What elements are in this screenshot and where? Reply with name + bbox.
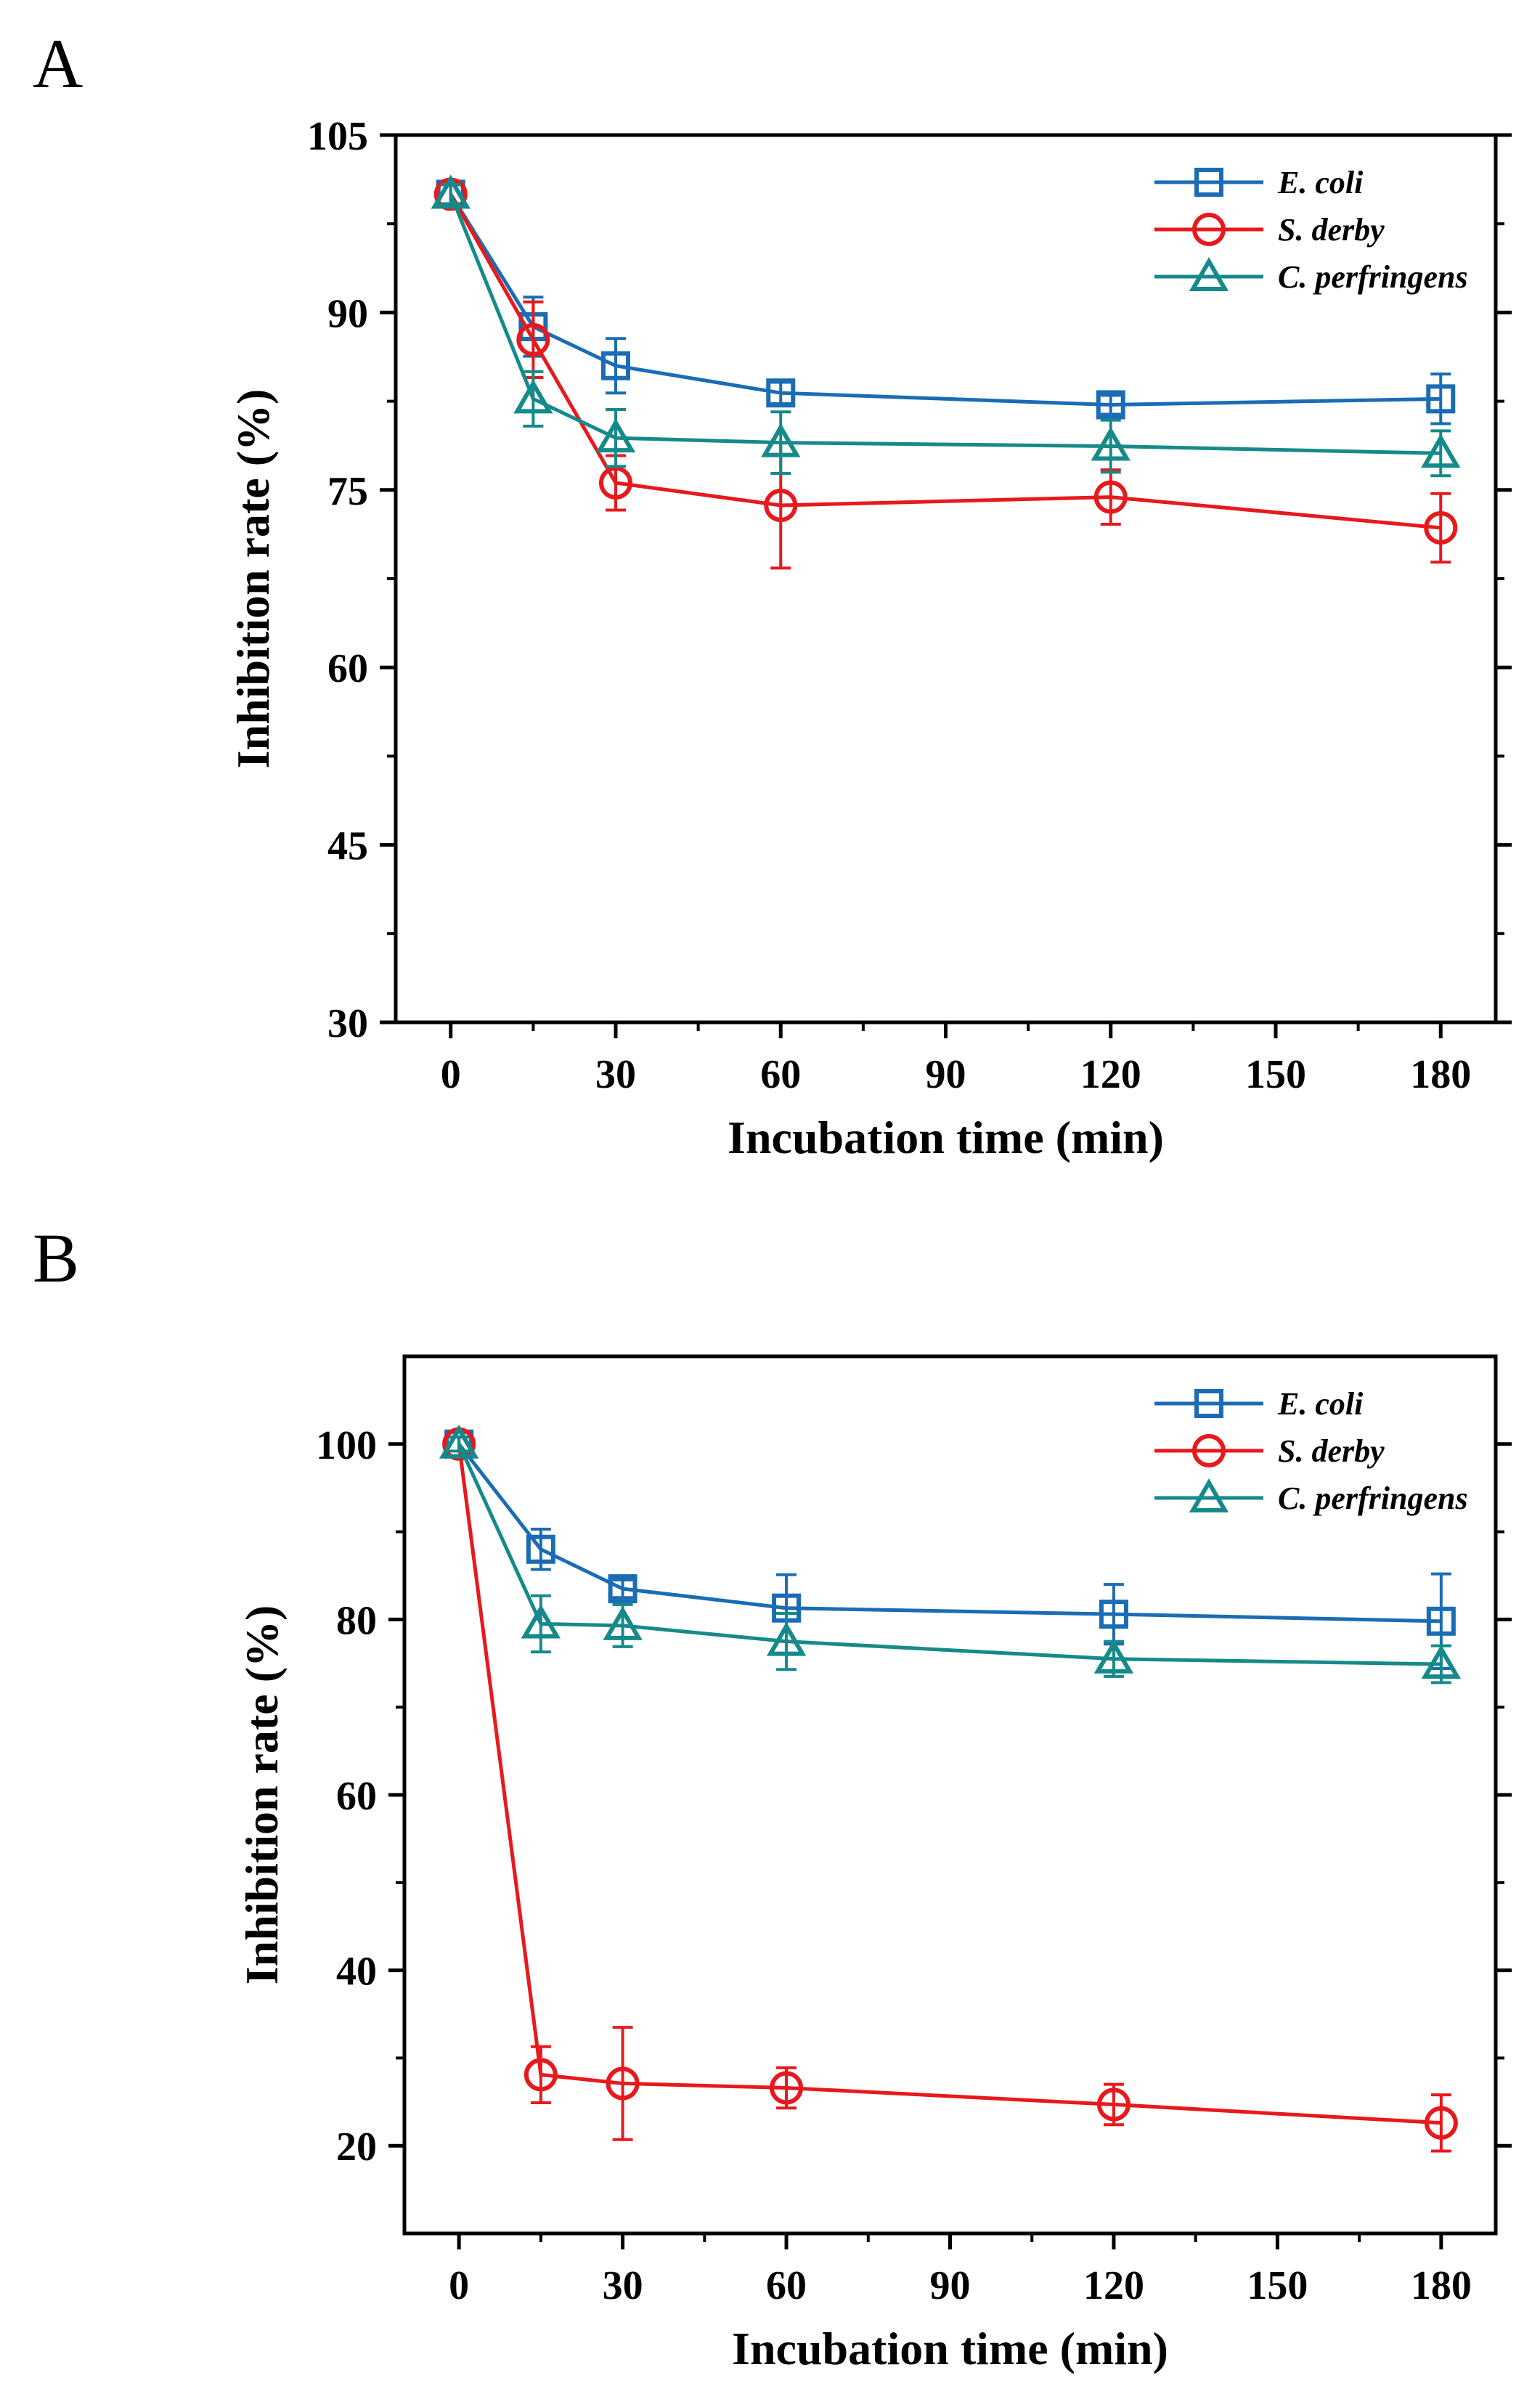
x-tick-label: 30 [603,2263,643,2308]
x-axis-title: Incubation time (min) [732,2323,1168,2374]
series-line [457,1443,1441,1666]
x-tick-label: 180 [1410,1052,1471,1097]
legend-marker-circle [1192,1434,1226,1467]
series-c-perfringens [439,1424,1462,1685]
data-point-triangle [761,423,801,457]
data-point-circle [1093,480,1128,514]
legend-marker-square [1194,168,1223,197]
x-tick-label: 90 [926,1052,966,1097]
data-point-triangle [595,418,636,453]
data-point-square [1096,390,1125,420]
series-line [449,193,1441,407]
data-point-triangle [1091,426,1130,461]
x-tick-label: 150 [1247,2263,1308,2308]
x-tick-label: 180 [1411,2263,1472,2308]
y-tick-label: 80 [336,1598,377,1643]
legend-label: E. coli [1277,1386,1364,1422]
x-tick-label: 120 [1083,2263,1144,2308]
x-tick-label: 0 [441,1052,461,1097]
data-point-triangle [439,1424,479,1459]
y-tick-label: 75 [327,469,368,514]
legend-marker-triangle [1189,1478,1229,1512]
legend-marker-circle [1192,213,1226,246]
panel-label: A [33,25,83,102]
y-tick-label: 90 [327,291,368,336]
data-point-circle [1096,2088,1130,2122]
data-point-square [1099,1600,1128,1629]
x-tick-label: 120 [1080,1052,1141,1097]
data-point-circle [516,322,550,357]
data-point-circle [770,2071,804,2105]
data-point-circle [764,488,798,522]
series-line [457,1443,1441,1624]
data-point-square [601,351,630,380]
data-point-square [1426,1606,1456,1636]
data-point-circle [1424,2106,1458,2140]
series-line [449,193,1441,530]
data-point-triangle [521,1604,561,1639]
data-point-square [766,378,796,408]
series-line [449,193,1441,455]
chart-panel-a: A 0 30 60 90 120 150 180 30 45 60 75 90 105 Incubation… [33,25,1512,1163]
data-point-square [1426,384,1456,414]
y-tick-label: 105 [307,114,368,159]
data-point-triangle [1093,1639,1134,1674]
y-tick-label: 40 [336,1950,377,1995]
x-axis-title: Incubation time (min) [728,1112,1164,1163]
y-axis-title: Inhibition rate (%) [227,389,279,769]
chart-panel-b: B 0 30 60 90 120 150 180 20 40 60 80 100 Incubation t… [33,1219,1512,2374]
series-c-perfringens [431,174,1461,478]
data-point-triangle [1421,1645,1462,1679]
data-point-square [608,1574,637,1604]
y-axis-title: Inhibition rate (%) [236,1605,288,1985]
legend-marker-square [1194,1389,1223,1418]
series-line [457,1443,1441,2125]
legend-label: S. derby [1278,1433,1385,1469]
y-tick-label: 20 [336,2125,377,2170]
series-s-derby [442,1427,1458,2153]
data-point-triangle [1421,433,1461,468]
data-point-circle [606,2066,640,2101]
x-tick-label: 60 [766,2263,807,2308]
x-tick-label: 90 [930,2263,971,2308]
data-point-circle [523,2058,558,2092]
legend-label: C. perfringens [1278,1480,1468,1516]
legend: E. coli S. derby C. perfringens [1154,1386,1468,1516]
legend-marker-triangle [1189,257,1229,291]
panel-label: B [33,1219,79,1297]
y-tick-label: 60 [327,646,368,691]
legend: E. coli S. derby C. perfringens [1154,165,1468,295]
data-point-triangle [766,1621,807,1656]
x-tick-label: 60 [760,1052,801,1097]
data-point-triangle [513,379,553,414]
legend-label: S. derby [1278,212,1385,248]
y-tick-label: 30 [327,1001,368,1046]
x-tick-label: 150 [1245,1052,1306,1097]
legend-label: C. perfringens [1278,259,1468,295]
data-point-circle [599,466,632,500]
legend-label: E. coli [1277,165,1364,200]
data-point-square [526,1534,555,1564]
data-point-triangle [431,174,470,209]
x-tick-label: 0 [449,2263,469,2308]
y-tick-label: 60 [336,1774,377,1819]
data-point-circle [1424,510,1458,545]
y-tick-label: 100 [316,1423,377,1468]
data-point-triangle [603,1605,643,1640]
x-tick-label: 30 [595,1052,636,1097]
y-tick-label: 45 [327,824,368,869]
